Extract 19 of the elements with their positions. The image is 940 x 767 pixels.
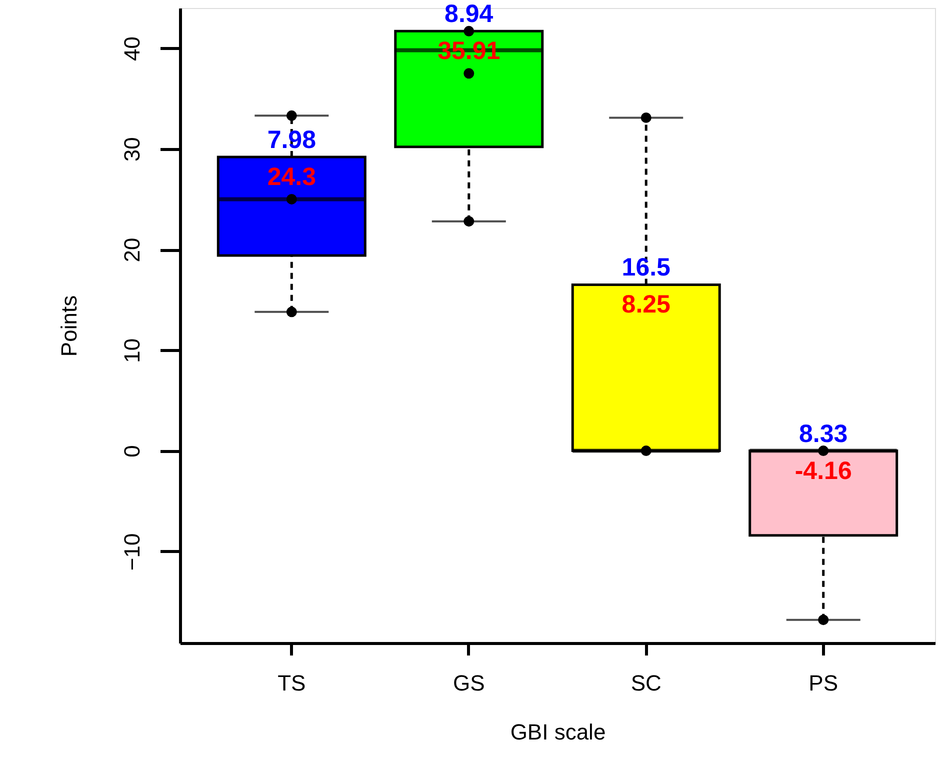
annotation: 16.5: [622, 254, 671, 282]
x-tick-label: PS: [808, 670, 838, 696]
x-tick-label: SC: [630, 670, 662, 696]
x-axis-title: GBI scale: [510, 720, 606, 744]
annotation: 7.98: [267, 126, 316, 154]
y-tick-label: 30: [120, 137, 144, 162]
y-tick-label: 10: [120, 338, 144, 363]
annotation: -4.16: [794, 456, 852, 485]
x-tick-label: GS: [452, 670, 485, 696]
annotation: 8.94: [444, 0, 494, 28]
y-tick-label: 0: [120, 445, 144, 458]
y-axis-title: Points: [56, 295, 82, 357]
y-tick-label: −10: [120, 533, 144, 571]
annotation: 8.25: [622, 290, 671, 319]
annotation: 8.33: [799, 420, 848, 448]
y-tick-label: 40: [120, 36, 144, 61]
y-tick-label: 20: [120, 238, 144, 262]
annotation: 24.3: [267, 162, 316, 191]
x-tick-label: TS: [278, 670, 306, 696]
